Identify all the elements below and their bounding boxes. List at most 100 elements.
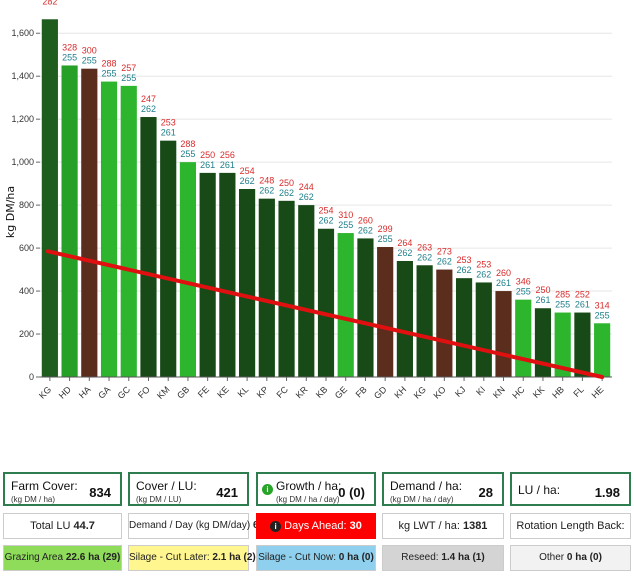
cover-lu-title: Cover / LU: — [136, 479, 197, 493]
bar-label-top: 260 — [358, 215, 373, 225]
x-tick-label: FC — [274, 384, 290, 400]
bar-label-bottom: 261 — [496, 278, 511, 288]
bar-label-top: 250 — [200, 150, 215, 160]
bar-label-top: 248 — [259, 176, 274, 186]
bar — [495, 291, 512, 377]
bar-label-bottom: 261 — [535, 295, 550, 305]
bar — [554, 312, 571, 377]
silage-now-value: 0 ha (0) — [338, 552, 374, 563]
bar-label-bottom: 261 — [200, 160, 215, 170]
bar-label-bottom: 262 — [259, 186, 274, 196]
total-lu-label: Total LU — [30, 520, 71, 532]
bar-label-bottom: 261 — [575, 300, 590, 310]
growth-value: 0 (0) — [338, 485, 365, 500]
other-value: 0 ha (0) — [566, 552, 602, 563]
x-tick-label: KN — [491, 384, 507, 400]
y-tick-label: 200 — [19, 329, 34, 339]
x-tick-label: KI — [474, 384, 487, 397]
x-tick-label: KO — [431, 384, 447, 400]
growth-title: Growth / ha: — [276, 479, 342, 493]
grazing-area-value: 22.6 ha (29) — [65, 552, 121, 563]
bar-label-top: 264 — [397, 238, 412, 248]
bar-label-top: 314 — [595, 300, 610, 310]
bar — [436, 269, 453, 377]
demand-unit: (kg DM / ha / day) — [390, 495, 454, 504]
bar — [179, 162, 197, 377]
bar-label-top: 282 — [42, 0, 57, 6]
growth-box: i Growth / ha: (kg DM / ha / day) 0 (0) — [256, 472, 376, 506]
reseed-cell[interactable]: Reseed: 1.4 ha (1) — [382, 545, 504, 571]
summary-panel: Farm Cover: (kg DM / ha) 834 Cover / LU:… — [0, 447, 634, 577]
x-tick-label: HD — [57, 384, 74, 401]
bar-label-top: 273 — [437, 247, 452, 257]
bar-label-bottom: 262 — [417, 252, 432, 262]
bar — [377, 247, 394, 377]
x-tick-label: GE — [333, 384, 349, 400]
silage-later-cell[interactable]: Silage - Cut Later: 2.1 ha (2) — [128, 545, 256, 571]
x-tick-label: KB — [314, 384, 330, 400]
bar — [475, 282, 492, 377]
days-ahead-cell: i Days Ahead: 30 — [256, 513, 376, 539]
demand-line — [45, 249, 605, 379]
bar — [61, 65, 78, 377]
silage-now-label: Silage - Cut Now: — [258, 552, 336, 563]
kg-lwt-label: kg LWT / ha: — [398, 520, 460, 532]
x-tick-label: HB — [550, 384, 566, 400]
demand-value: 28 — [478, 485, 493, 500]
bar-label-bottom: 255 — [595, 310, 610, 320]
bar-label-bottom: 262 — [299, 192, 314, 202]
reseed-value: 1.4 ha (1) — [441, 552, 485, 563]
bar — [515, 299, 532, 377]
bar — [100, 81, 118, 378]
bar-label-top: 253 — [476, 259, 491, 269]
bar-label-top: 253 — [457, 255, 472, 265]
bar-label-top: 285 — [555, 290, 570, 300]
x-tick-label: GD — [372, 384, 389, 401]
silage-now-cell[interactable]: Silage - Cut Now: 0 ha (0) — [256, 545, 376, 571]
cover-lu-box: Cover / LU: (kg DM / LU) 421 — [128, 472, 249, 506]
x-tick-label: KH — [392, 384, 408, 400]
bar-label-bottom: 262 — [358, 225, 373, 235]
y-axis-label: kg DM/ha — [4, 186, 17, 238]
bar-label-top: 253 — [161, 118, 176, 128]
bar-label-bottom: 255 — [516, 287, 531, 297]
bar-label-top: 256 — [220, 150, 235, 160]
bar-label-bottom: 262 — [240, 176, 255, 186]
x-tick-label: KM — [155, 384, 172, 401]
total-lu-cell: Total LU 44.7 — [3, 513, 122, 539]
bar — [160, 140, 177, 377]
bar — [258, 198, 275, 377]
kg-lwt-value: 1381 — [462, 520, 488, 532]
total-lu-value: 44.7 — [73, 520, 95, 532]
x-tick-label: KJ — [453, 384, 468, 399]
bar-label-bottom: 262 — [437, 257, 452, 267]
bar-label-bottom: 262 — [141, 104, 156, 114]
x-tick-label: KG — [37, 384, 53, 400]
other-label: Other — [539, 552, 565, 563]
info-icon[interactable]: i — [270, 520, 282, 532]
x-axis-ticks: KG HD HA GA GC FO KM GB FE KE KL KP FC KR KB GE FB GD KH KG… — [37, 377, 606, 401]
other-cell[interactable]: Other 0 ha (0) — [510, 545, 631, 571]
bar-label-bottom: 255 — [82, 56, 97, 66]
bar-label-bottom: 255 — [102, 69, 117, 79]
bar-label-top: 263 — [417, 242, 432, 252]
bar — [574, 312, 591, 377]
x-tick-label: HA — [77, 384, 93, 400]
demand-day-cell: Demand / Day (kg DM/day) 624 — [128, 513, 270, 539]
x-tick-label: KR — [294, 384, 310, 400]
bar — [455, 278, 473, 377]
grazing-area-cell[interactable]: Grazing Area 22.6 ha (29) — [3, 545, 122, 571]
x-tick-label: HE — [590, 384, 606, 400]
info-icon[interactable]: i — [262, 484, 273, 495]
bar-label-bottom: 261 — [220, 160, 235, 170]
bar-label-bottom: 262 — [397, 248, 412, 258]
bar — [396, 260, 413, 377]
x-tick-label: GB — [175, 384, 191, 400]
bar-label-top: 254 — [240, 166, 255, 176]
y-tick-label: 600 — [19, 243, 34, 253]
bar-label-top: 250 — [279, 178, 294, 188]
bar-label-bottom: 262 — [318, 216, 333, 226]
x-tick-label: FB — [354, 384, 369, 399]
bar — [219, 172, 236, 377]
